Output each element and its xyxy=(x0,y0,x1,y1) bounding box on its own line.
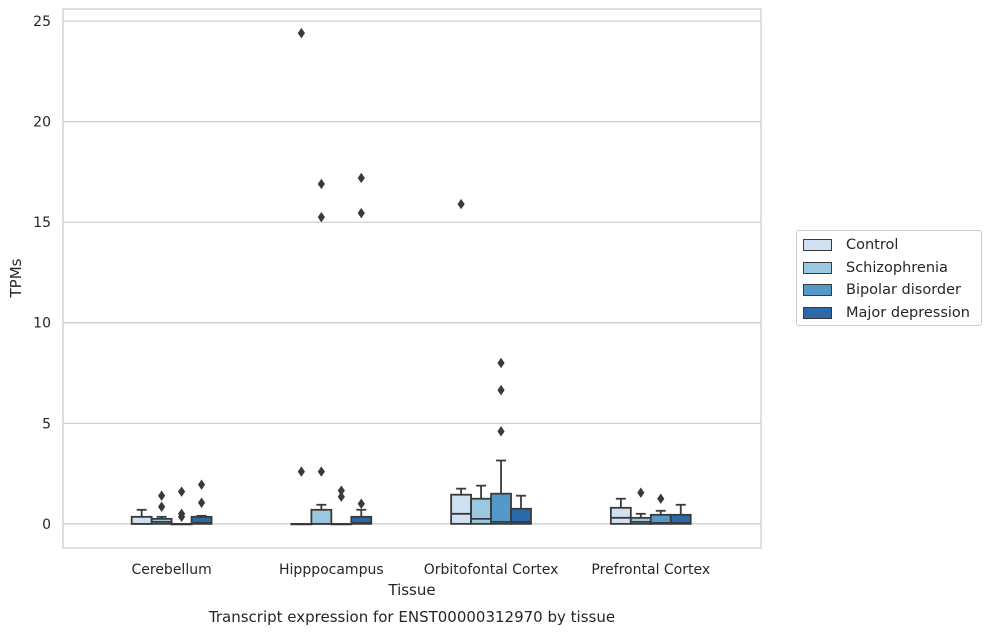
box xyxy=(130,515,153,525)
outlier-point xyxy=(497,384,505,396)
legend-label: Major depression xyxy=(846,304,970,321)
outlier-point xyxy=(637,487,645,498)
outlier-point xyxy=(457,198,465,210)
y-tick-label: 20 xyxy=(33,115,51,131)
legend-swatch xyxy=(803,261,832,274)
box xyxy=(450,493,472,525)
x-tick-label: Hipppocampus xyxy=(279,562,384,578)
x-tick-label: Prefrontal Cortex xyxy=(591,562,710,578)
outlier-point xyxy=(297,27,305,39)
box xyxy=(190,515,213,525)
x-tick-labels: Cerebellum Hipppocampus Orbitofontal Corte… xyxy=(131,562,710,578)
outlier-point xyxy=(158,490,166,501)
outlier-point xyxy=(337,491,345,502)
outlier-point xyxy=(497,357,505,369)
outlier-point xyxy=(317,211,325,223)
legend-item: Bipolar disorder xyxy=(803,279,981,302)
outlier-point xyxy=(357,498,365,509)
legend-swatch xyxy=(803,284,832,297)
box xyxy=(629,516,652,525)
y-tick-label: 15 xyxy=(33,215,51,231)
chart-title: Transcript expression for ENST0000031297… xyxy=(208,608,615,626)
box-major-depression xyxy=(350,172,373,525)
outlier-point xyxy=(657,493,665,504)
box-schizophrenia xyxy=(310,178,333,525)
y-tick-labels: 0 5 10 15 20 25 xyxy=(33,14,51,533)
x-tick-label: Orbitofontal Cortex xyxy=(424,562,559,578)
legend: Control Schizophrenia Bipolar disorder Majo… xyxy=(796,230,982,326)
box-bipolar-disorder xyxy=(170,486,193,526)
legend-item: Major depression xyxy=(803,302,981,325)
box-control xyxy=(609,497,632,525)
box-schizophrenia xyxy=(150,490,173,525)
box-major-depression xyxy=(669,503,692,525)
outlier-point xyxy=(497,426,505,437)
box xyxy=(350,515,373,525)
box-plots xyxy=(130,27,692,526)
y-tick-label: 25 xyxy=(33,14,51,30)
x-tick-label: Cerebellum xyxy=(131,562,211,578)
outlier-point xyxy=(297,466,305,477)
box-schizophrenia xyxy=(470,484,492,525)
legend-swatch xyxy=(803,239,832,252)
box-major-depression xyxy=(190,479,213,525)
outlier-point xyxy=(337,485,345,496)
outlier-point xyxy=(158,501,166,512)
box xyxy=(470,497,492,525)
box xyxy=(490,492,512,525)
y-tick-label: 0 xyxy=(42,517,51,533)
outlier-point xyxy=(177,486,186,497)
box xyxy=(310,508,333,525)
box xyxy=(510,507,532,525)
legend-swatch xyxy=(803,306,832,319)
legend-item: Control xyxy=(803,234,981,257)
outlier-point xyxy=(317,466,325,477)
plot-area xyxy=(62,8,762,549)
y-tick-label: 10 xyxy=(33,316,51,332)
outlier-point xyxy=(317,178,325,190)
box xyxy=(669,513,692,525)
outlier-point xyxy=(177,511,186,523)
legend-label: Schizophrenia xyxy=(846,259,948,276)
legend-item: Schizophrenia xyxy=(803,257,981,280)
y-axis-label: TPMs xyxy=(7,258,25,298)
outlier-point xyxy=(197,497,206,508)
legend-label: Bipolar disorder xyxy=(846,282,961,299)
outlier-point xyxy=(357,172,365,184)
box-major-depression xyxy=(510,494,532,525)
outlier-point xyxy=(197,479,206,490)
y-tick-label: 5 xyxy=(42,416,51,432)
legend-label: Control xyxy=(846,237,899,254)
box xyxy=(609,506,632,525)
outlier-point xyxy=(357,207,365,219)
x-axis-label: Tissue xyxy=(387,581,435,599)
